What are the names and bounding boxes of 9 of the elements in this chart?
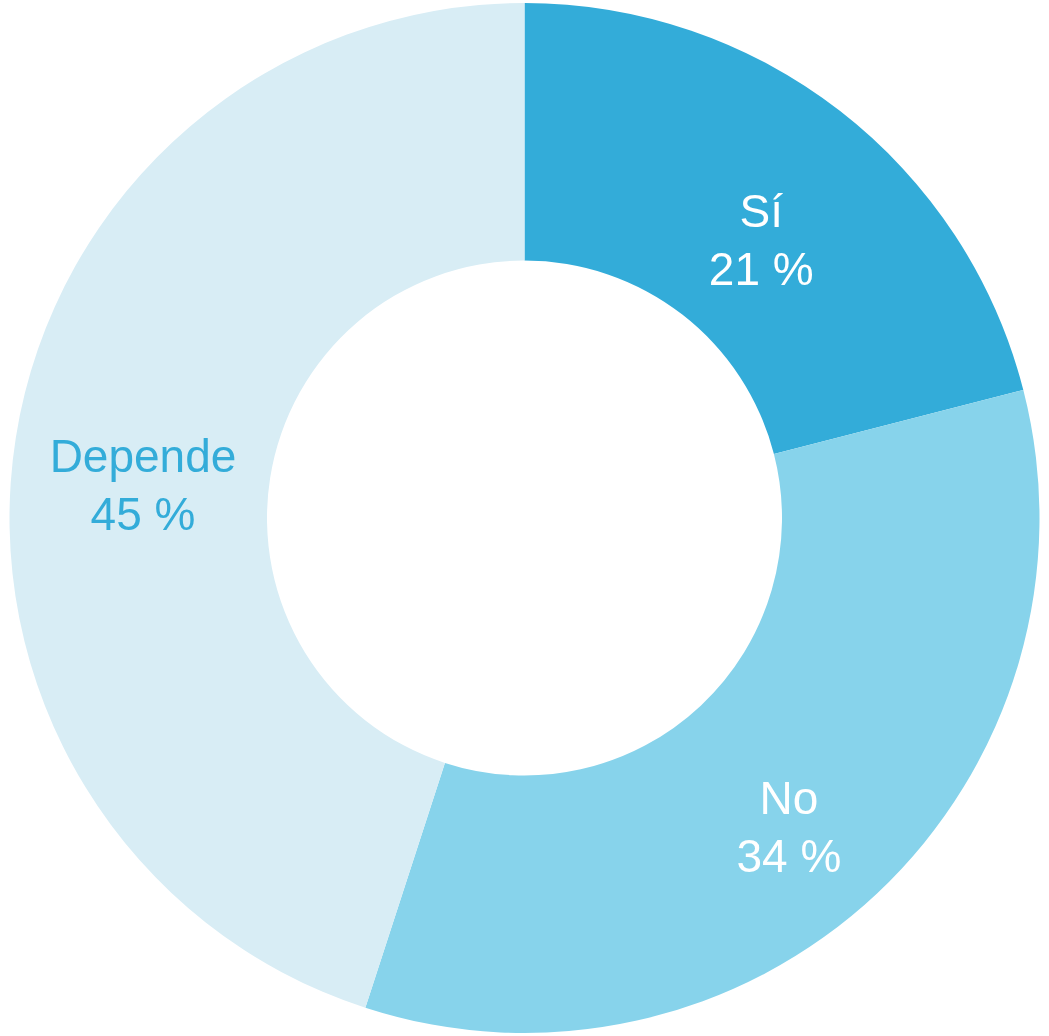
slice-label: Sí xyxy=(739,184,784,237)
data-label: 34 % xyxy=(736,829,842,882)
donut-slice xyxy=(365,389,1040,1032)
data-label: 21 % xyxy=(708,242,814,295)
slice-label: Depende xyxy=(49,429,237,482)
donut-slice xyxy=(524,3,1024,454)
data-label: 45 % xyxy=(90,487,196,540)
slice-label: No xyxy=(759,771,819,824)
donut-slice xyxy=(9,3,525,1008)
